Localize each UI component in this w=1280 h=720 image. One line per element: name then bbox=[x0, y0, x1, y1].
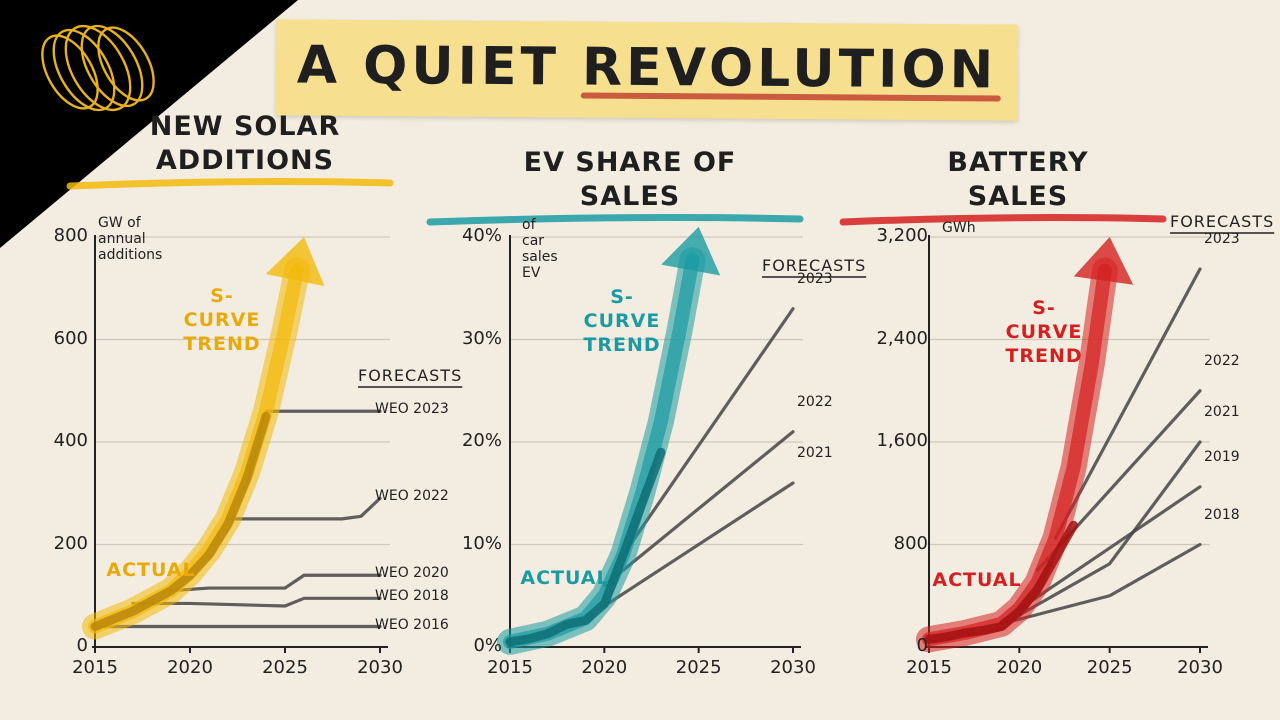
battery-forecast-label: 2022 bbox=[1204, 352, 1240, 369]
ev-trend-arrowhead bbox=[661, 226, 721, 276]
battery-y-tick-label: 0 bbox=[916, 635, 928, 656]
solar-trend-label: S-CURVE TREND bbox=[183, 285, 261, 355]
battery-y-tick-label: 1,600 bbox=[876, 430, 928, 451]
ev-forecast-line bbox=[602, 481, 795, 608]
ev-actual-label: ACTUAL bbox=[520, 567, 610, 589]
battery-x-tick-label: 2030 bbox=[1177, 657, 1223, 678]
ev-forecast-line bbox=[602, 430, 795, 588]
ev-y-tick-label: 10% bbox=[461, 532, 502, 554]
battery-trend-label: S-CURVE TREND bbox=[1005, 297, 1083, 367]
solar-forecasts-header: FORECASTS bbox=[358, 366, 463, 385]
ev-forecast-label: 2021 bbox=[797, 445, 833, 461]
battery-forecast-label: 2021 bbox=[1204, 404, 1240, 420]
solar-forecast-line bbox=[226, 496, 382, 521]
battery-x-tick-label: 2015 bbox=[906, 657, 952, 678]
battery-y-tick-label: 800 bbox=[893, 532, 928, 554]
page-title: A QUIET REVOLUTION bbox=[296, 35, 998, 101]
battery-forecast-line bbox=[1035, 389, 1202, 572]
battery-y-tick-label: 3,200 bbox=[876, 225, 928, 246]
battery-forecast-line bbox=[999, 542, 1202, 626]
solar-forecast-label: WEO 2016 bbox=[375, 616, 449, 633]
ev-trend-label: S-CURVE TREND bbox=[583, 286, 661, 356]
ev-y-tick-label: 20% bbox=[461, 430, 502, 451]
ev-title-underline bbox=[426, 214, 804, 226]
ev-x-tick-label: 2025 bbox=[675, 657, 722, 678]
solar-y-tick-label: 800 bbox=[53, 225, 88, 246]
battery-actual-label: ACTUAL bbox=[932, 569, 1022, 591]
battery-y-tick-label: 2,400 bbox=[876, 327, 928, 349]
solar-forecast-line bbox=[245, 409, 382, 485]
solar-actual-label: ACTUAL bbox=[106, 559, 196, 581]
solar-x-tick-label: 2015 bbox=[72, 657, 118, 678]
solar-forecast-label: WEO 2020 bbox=[375, 565, 449, 582]
battery-forecast-label: 2019 bbox=[1204, 448, 1240, 465]
battery-unit-label: GWh bbox=[942, 220, 976, 236]
ev-x-tick-label: 2030 bbox=[770, 657, 816, 678]
solar-forecast-label: WEO 2018 bbox=[375, 588, 449, 605]
battery-forecast-line bbox=[1017, 440, 1202, 617]
battery-forecasts-header: FORECASTS bbox=[1170, 212, 1275, 231]
ev-y-tick-label: 0% bbox=[473, 635, 502, 656]
solar-unit-label: GW of annual additions bbox=[98, 215, 163, 263]
solar-forecast-line bbox=[169, 573, 382, 593]
solar-y-tick-label: 600 bbox=[53, 327, 88, 349]
battery-x-tick-label: 2020 bbox=[996, 657, 1043, 678]
ev-unit-label: of car sales EV bbox=[522, 217, 558, 281]
ev-actual-line bbox=[505, 447, 666, 647]
battery-forecast-label: 2023 bbox=[1204, 231, 1240, 248]
solar-title: NEW SOLAR ADDITIONS bbox=[149, 111, 341, 176]
solar-x-tick-label: 2020 bbox=[167, 657, 213, 678]
ev-forecast-label: 2022 bbox=[797, 393, 833, 410]
battery-title-underline bbox=[839, 214, 1167, 226]
battery-x-tick-label: 2025 bbox=[1086, 657, 1133, 678]
solar-y-tick-label: 200 bbox=[53, 532, 88, 554]
solar-forecast-line bbox=[131, 596, 382, 608]
solar-y-tick-label: 400 bbox=[53, 430, 88, 451]
ev-x-tick-label: 2020 bbox=[581, 657, 628, 678]
ev-y-tick-label: 40% bbox=[461, 225, 502, 246]
ev-forecast-label: 2023 bbox=[797, 270, 833, 287]
battery-trend-arrowhead bbox=[1073, 237, 1134, 285]
solar-y-tick-label: 0 bbox=[76, 635, 88, 656]
solar-x-tick-label: 2025 bbox=[262, 657, 308, 678]
solar-forecast-label: WEO 2023 bbox=[375, 401, 449, 418]
solar-forecast-label: WEO 2022 bbox=[375, 488, 449, 505]
ev-forecasts-header: FORECASTS bbox=[762, 256, 867, 275]
battery-title: BATTERY SALES bbox=[947, 147, 1089, 212]
ev-y-tick-label: 30% bbox=[461, 327, 502, 349]
battery-forecast-label: 2018 bbox=[1204, 506, 1240, 523]
solar-x-tick-label: 2030 bbox=[357, 657, 403, 678]
solar-actual-line bbox=[90, 411, 271, 631]
title-note: A QUIET REVOLUTION bbox=[275, 19, 1019, 121]
ev-title: EV SHARE OF SALES bbox=[523, 147, 737, 212]
ev-x-tick-label: 2015 bbox=[487, 657, 533, 678]
battery-forecast-line bbox=[999, 485, 1202, 623]
